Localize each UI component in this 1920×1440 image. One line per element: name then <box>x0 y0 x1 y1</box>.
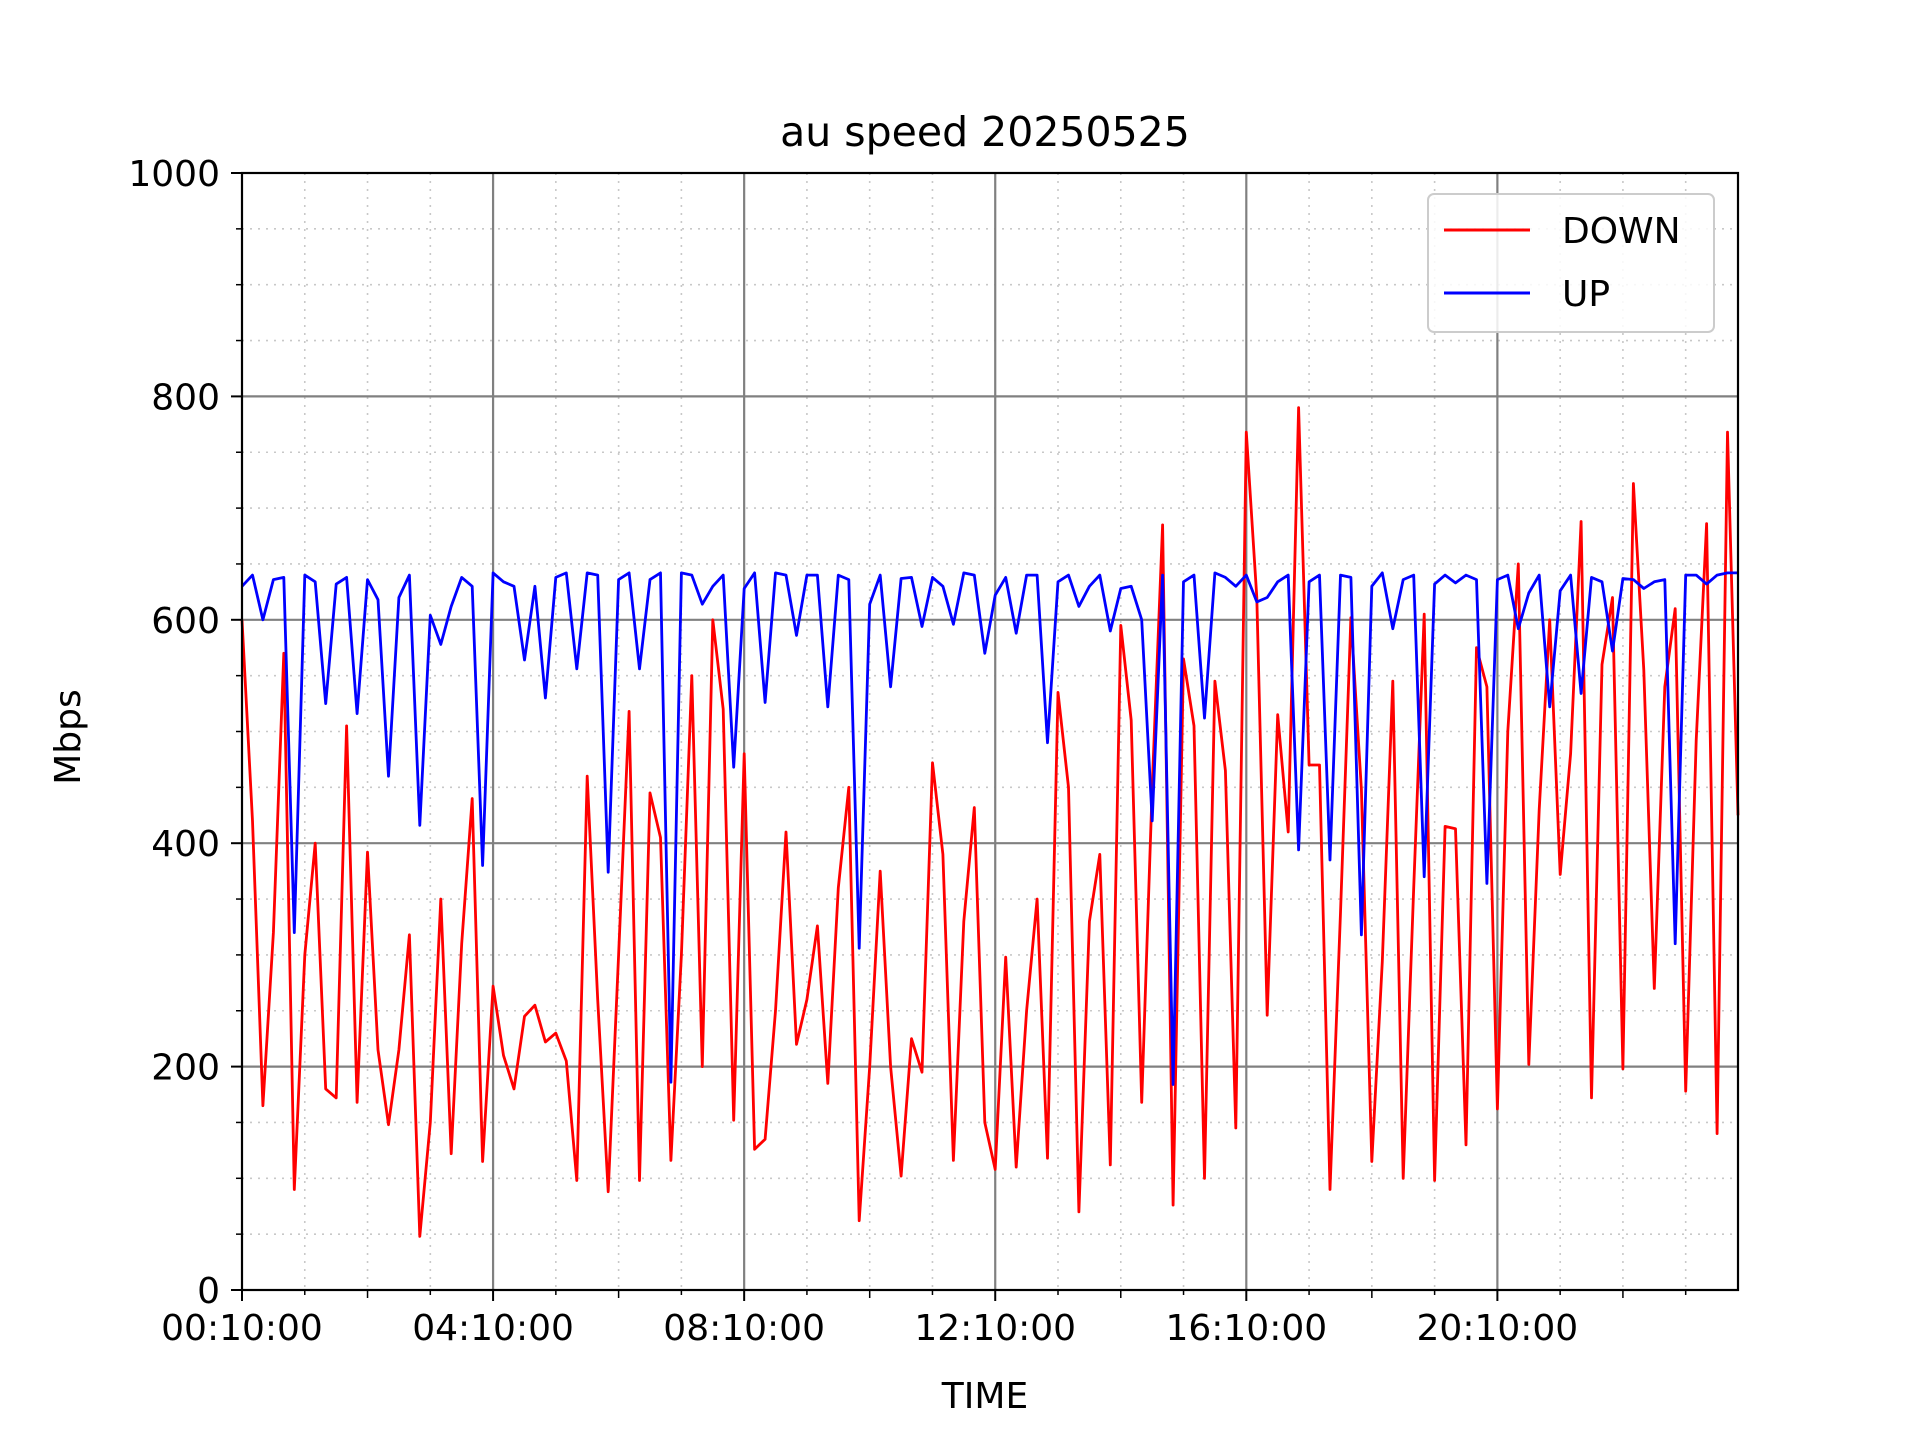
y-tick-label: 400 <box>151 824 220 865</box>
legend: DOWN UP <box>1427 193 1715 333</box>
series-line-up <box>240 571 1738 1086</box>
series-lines <box>240 406 1740 1238</box>
x-tick-label: 00:10:00 <box>161 1308 323 1349</box>
y-tick-label: 1000 <box>128 154 220 195</box>
x-tick-label: 16:10:00 <box>1165 1308 1327 1349</box>
y-tick-label: 200 <box>151 1048 220 1089</box>
x-tick-label: 04:10:00 <box>412 1308 574 1349</box>
y-axis-label: Mbps <box>48 689 89 785</box>
x-tick-label: 08:10:00 <box>663 1308 825 1349</box>
tick-labels: 00:10:00 04:10:00 08:10:00 12:10:00 16:10:00… <box>128 154 1578 1349</box>
y-tick-label: 800 <box>151 377 220 418</box>
axis-ticks <box>231 172 1687 1301</box>
series-line-down <box>240 406 1740 1238</box>
x-tick-label: 20:10:00 <box>1417 1308 1579 1349</box>
y-tick-label: 600 <box>151 601 220 642</box>
legend-label-up: UP <box>1562 274 1610 315</box>
x-tick-label: 12:10:00 <box>914 1308 1076 1349</box>
y-tick-label: 0 <box>197 1271 220 1312</box>
legend-label-down: DOWN <box>1562 211 1681 252</box>
chart-title: au speed 20250525 <box>780 108 1190 156</box>
x-axis-label: TIME <box>941 1376 1028 1417</box>
